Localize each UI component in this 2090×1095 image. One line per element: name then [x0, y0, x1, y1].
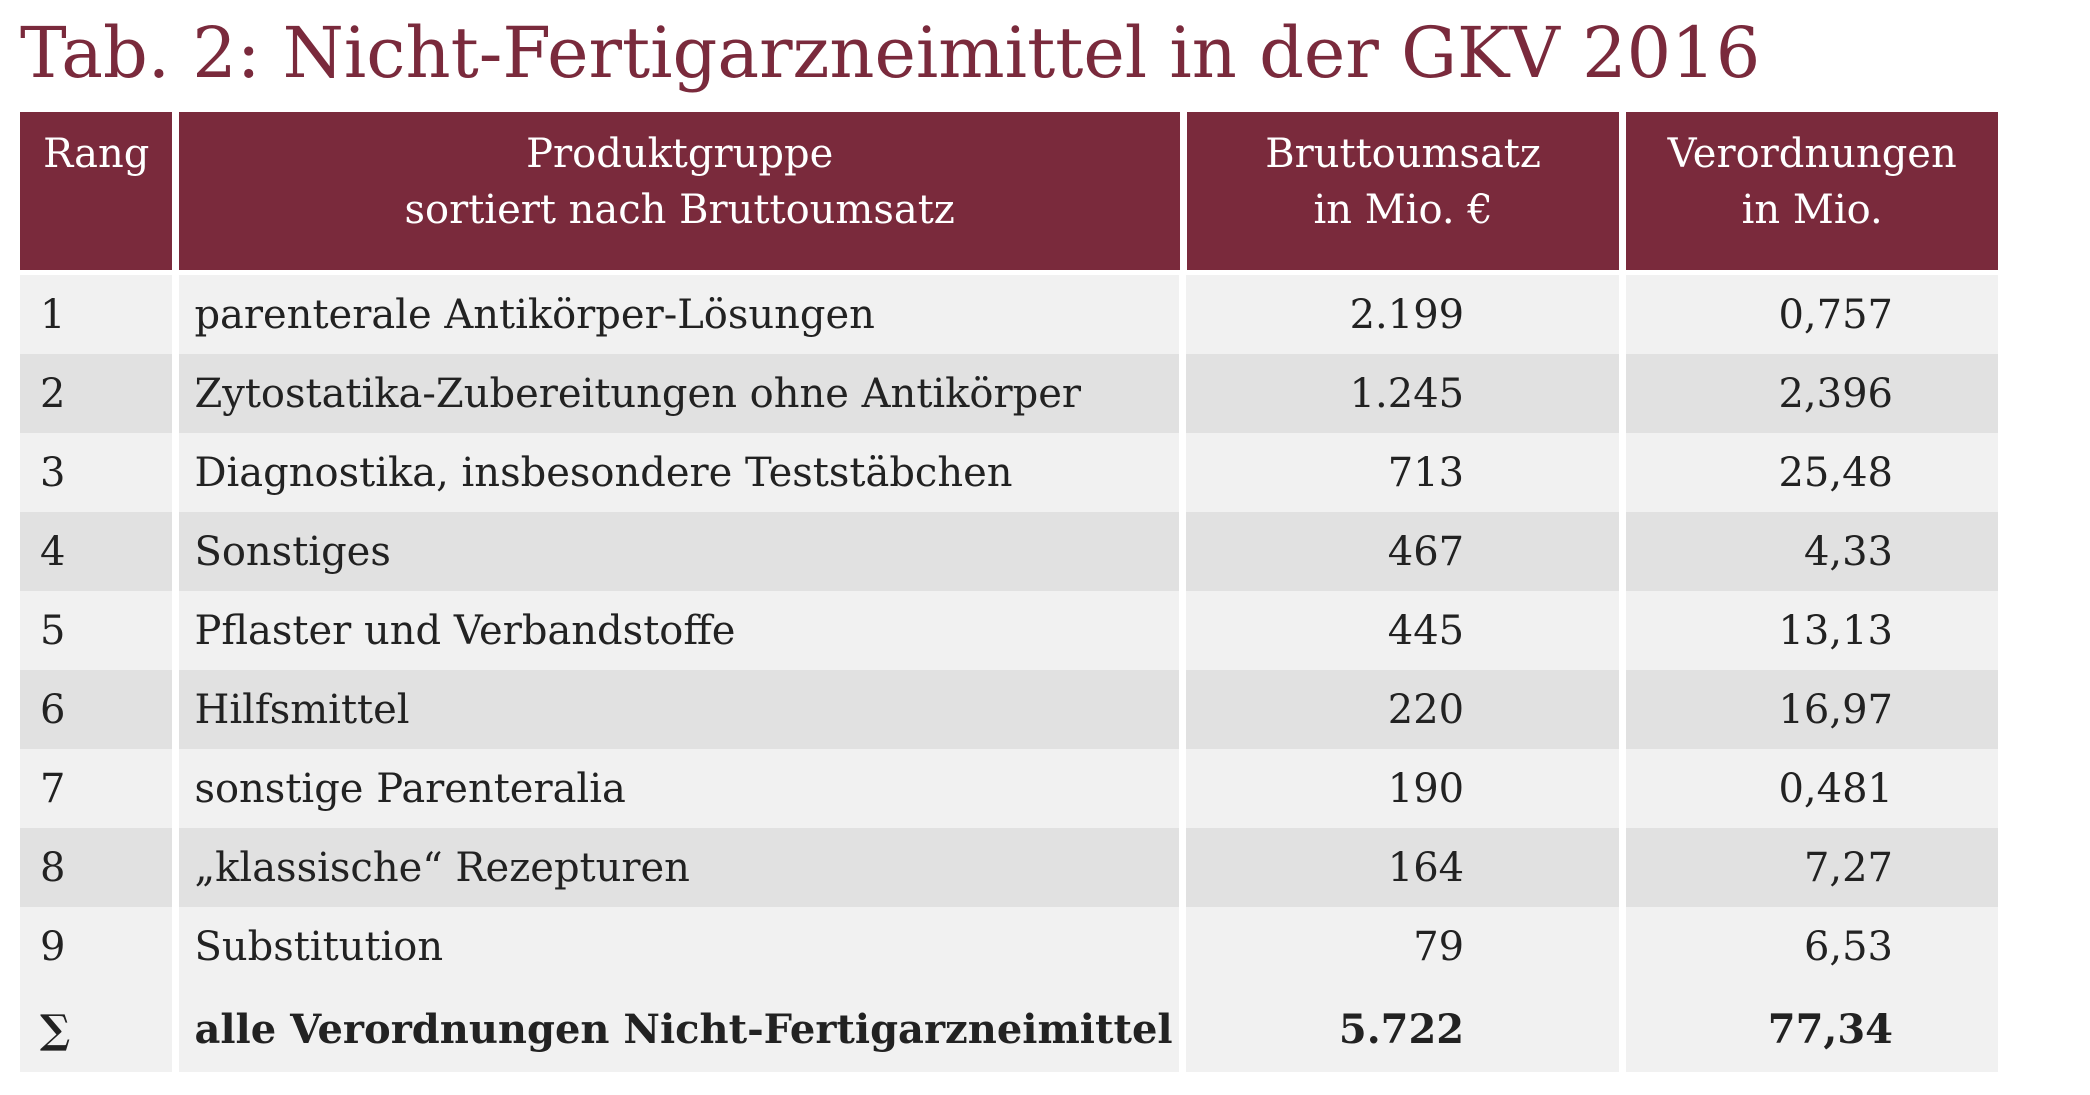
header-produktgruppe: Produktgruppe sortiert nach Bruttoumsatz [179, 112, 1180, 270]
cell-bruttoumsatz: 713 [1186, 433, 1620, 512]
cell-verordnungen: 7,27 [1626, 828, 1998, 907]
cell-verordnungen: 13,13 [1626, 591, 1998, 670]
cell-rang: 6 [20, 670, 173, 749]
cell-verordnungen: 4,33 [1626, 512, 1998, 591]
cell-rang: 9 [20, 907, 173, 986]
cell-produktgruppe: Substitution [179, 907, 1180, 986]
cell-rang: 7 [20, 749, 173, 828]
total-verordnungen: 77,34 [1626, 986, 1998, 1072]
table-row: 4 Sonstiges 467 4,33 [20, 512, 1998, 591]
total-sum-symbol: ∑ [20, 986, 173, 1072]
total-produktgruppe: alle Verordnungen Nicht-Fertigarzneimitt… [179, 986, 1180, 1072]
cell-verordnungen: 6,53 [1626, 907, 1998, 986]
header-bruttoumsatz: Bruttoumsatz in Mio. € [1186, 112, 1620, 270]
cell-verordnungen: 0,757 [1626, 275, 1998, 354]
table-header-row: Rang Produktgruppe sortiert nach Bruttou… [20, 112, 1998, 270]
header-verordnungen-line1: Verordnungen [1667, 131, 1957, 177]
cell-produktgruppe: Sonstiges [179, 512, 1180, 591]
cell-rang: 3 [20, 433, 173, 512]
header-bruttoumsatz-line1: Bruttoumsatz [1265, 131, 1541, 177]
table-row: 7 sonstige Parenteralia 190 0,481 [20, 749, 1998, 828]
cell-produktgruppe: Hilfsmittel [179, 670, 1180, 749]
table-row: 5 Pflaster und Verbandstoffe 445 13,13 [20, 591, 1998, 670]
cell-rang: 1 [20, 275, 173, 354]
cell-produktgruppe: parenterale Antikörper-Lösungen [179, 275, 1180, 354]
cell-bruttoumsatz: 467 [1186, 512, 1620, 591]
cell-verordnungen: 2,396 [1626, 354, 1998, 433]
cell-verordnungen: 16,97 [1626, 670, 1998, 749]
cell-rang: 8 [20, 828, 173, 907]
cell-rang: 5 [20, 591, 173, 670]
table-row: 6 Hilfsmittel 220 16,97 [20, 670, 1998, 749]
header-produktgruppe-line2: sortiert nach Bruttoumsatz [404, 187, 955, 233]
cell-bruttoumsatz: 79 [1186, 907, 1620, 986]
cell-rang: 2 [20, 354, 173, 433]
header-rang: Rang [20, 112, 173, 270]
cell-bruttoumsatz: 1.245 [1186, 354, 1620, 433]
table-row: 1 parenterale Antikörper-Lösungen 2.199 … [20, 275, 1998, 354]
table-row: 8 „klassische“ Rezepturen 164 7,27 [20, 828, 1998, 907]
table-row: 3 Diagnostika, insbesondere Teststäbchen… [20, 433, 1998, 512]
cell-produktgruppe: Pflaster und Verbandstoffe [179, 591, 1180, 670]
cell-produktgruppe: sonstige Parenteralia [179, 749, 1180, 828]
cell-bruttoumsatz: 190 [1186, 749, 1620, 828]
data-table: Rang Produktgruppe sortiert nach Bruttou… [20, 112, 1998, 1072]
header-produktgruppe-line1: Produktgruppe [526, 131, 834, 177]
table-row: 9 Substitution 79 6,53 [20, 907, 1998, 986]
header-rang-label: Rang [43, 131, 150, 177]
cell-produktgruppe: Diagnostika, insbesondere Teststäbchen [179, 433, 1180, 512]
cell-verordnungen: 25,48 [1626, 433, 1998, 512]
cell-verordnungen: 0,481 [1626, 749, 1998, 828]
table-title: Tab. 2: Nicht-Fertigarzneimittel in der … [20, 12, 1761, 94]
cell-bruttoumsatz: 164 [1186, 828, 1620, 907]
cell-bruttoumsatz: 445 [1186, 591, 1620, 670]
table-row: 2 Zytostatika-Zubereitungen ohne Antikör… [20, 354, 1998, 433]
header-verordnungen-line2: in Mio. [1741, 187, 1883, 233]
header-bruttoumsatz-line2: in Mio. € [1313, 187, 1493, 233]
cell-bruttoumsatz: 220 [1186, 670, 1620, 749]
header-verordnungen: Verordnungen in Mio. [1626, 112, 1998, 270]
cell-bruttoumsatz: 2.199 [1186, 275, 1620, 354]
cell-rang: 4 [20, 512, 173, 591]
table-total-row: ∑ alle Verordnungen Nicht-Fertigarzneimi… [20, 986, 1998, 1072]
cell-produktgruppe: „klassische“ Rezepturen [179, 828, 1180, 907]
total-bruttoumsatz: 5.722 [1186, 986, 1620, 1072]
cell-produktgruppe: Zytostatika-Zubereitungen ohne Antikörpe… [179, 354, 1180, 433]
